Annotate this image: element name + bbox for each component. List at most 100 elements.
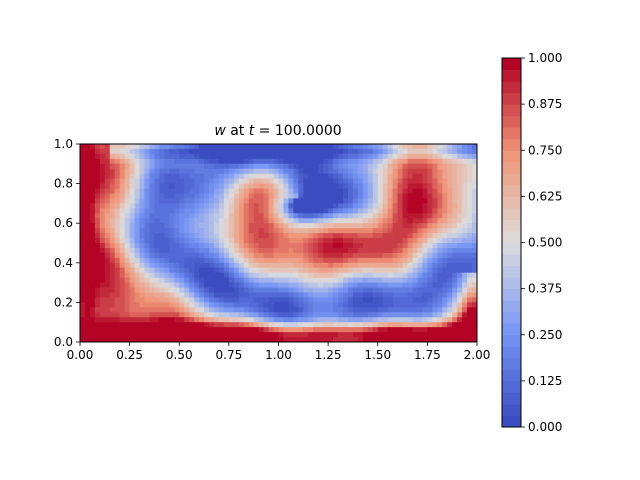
heatmap-cell — [442, 158, 448, 165]
heatmap-cell — [228, 327, 235, 333]
heatmap-cell — [343, 267, 349, 274]
heatmap-cell — [427, 188, 433, 195]
heatmap-cell — [437, 233, 443, 239]
heatmap-cell — [99, 277, 106, 284]
heatmap-cell — [89, 243, 96, 249]
heatmap-cell — [427, 218, 433, 224]
heatmap-cell — [213, 183, 220, 190]
heatmap-cell — [382, 287, 389, 294]
heatmap-cell — [308, 277, 314, 284]
heatmap-cell — [228, 267, 235, 274]
heatmap-cell — [258, 277, 265, 284]
heatmap-cell — [184, 203, 190, 209]
heatmap-cell — [199, 302, 205, 308]
heatmap-cell — [273, 153, 280, 160]
heatmap-cell — [357, 327, 364, 333]
heatmap-cell — [412, 252, 419, 259]
heatmap-cell — [209, 322, 215, 328]
heatmap-cell — [194, 168, 200, 175]
heatmap-cell — [149, 173, 156, 180]
heatmap-cell — [248, 193, 255, 200]
heatmap-cell — [213, 327, 220, 333]
heatmap-cell — [169, 153, 175, 160]
heatmap-cell — [169, 302, 175, 308]
heatmap-cell — [99, 262, 106, 269]
heatmap-cell — [387, 292, 394, 299]
heatmap-cell — [283, 233, 290, 239]
heatmap-cell — [238, 312, 245, 318]
heatmap-cell — [407, 322, 414, 328]
heatmap-cell — [199, 163, 205, 170]
heatmap-cell — [442, 252, 448, 259]
heatmap-cell — [258, 178, 265, 185]
heatmap-cell — [328, 282, 334, 289]
heatmap-cell — [422, 302, 428, 308]
heatmap-cell — [159, 262, 165, 269]
heatmap-cell — [174, 218, 180, 224]
heatmap-cell — [293, 243, 299, 249]
heatmap-cell — [303, 163, 309, 170]
heatmap-cell — [164, 312, 170, 318]
heatmap-cell — [124, 277, 131, 284]
heatmap-cell — [432, 193, 438, 200]
heatmap-cell — [377, 243, 384, 249]
x-tick-label: 1.75 — [414, 348, 441, 362]
heatmap-cell — [452, 168, 458, 175]
heatmap-cell — [104, 228, 111, 234]
heatmap-cell — [144, 247, 151, 254]
heatmap-cell — [94, 188, 101, 195]
heatmap-cell — [233, 228, 240, 234]
heatmap-cell — [293, 238, 299, 244]
heatmap-cell — [298, 198, 304, 204]
heatmap-cell — [328, 327, 334, 333]
heatmap-cell — [223, 228, 230, 234]
heatmap-cell — [417, 228, 424, 234]
heatmap-cell — [462, 193, 468, 200]
heatmap-cell — [159, 208, 165, 214]
heatmap-cell — [318, 302, 324, 308]
heatmap-cell — [164, 188, 170, 195]
heatmap-cell — [387, 228, 394, 234]
heatmap-cell — [243, 183, 250, 190]
heatmap-cell — [119, 272, 126, 279]
heatmap-cell — [283, 218, 290, 224]
heatmap-cell — [233, 312, 240, 318]
heatmap-cell — [84, 262, 91, 269]
heatmap-cell — [169, 327, 175, 333]
heatmap-cell — [417, 302, 424, 308]
heatmap-cell — [313, 238, 319, 244]
heatmap-cell — [154, 282, 160, 289]
heatmap-cell — [164, 337, 170, 342]
heatmap-cell — [387, 144, 394, 150]
heatmap-cell — [99, 228, 106, 234]
heatmap-cell — [352, 337, 359, 342]
colorbar-level — [502, 403, 521, 416]
heatmap-cell — [194, 252, 200, 259]
heatmap-cell — [134, 144, 141, 150]
heatmap-cell — [437, 252, 443, 259]
heatmap-cell — [357, 243, 364, 249]
heatmap-cell — [233, 327, 240, 333]
heatmap-cell — [288, 262, 294, 269]
heatmap-cell — [80, 287, 86, 294]
heatmap-cell — [472, 272, 477, 279]
heatmap-cell — [238, 163, 245, 170]
heatmap-cell — [377, 267, 384, 274]
colorbar-tick-label: 0.875 — [528, 97, 562, 111]
heatmap-cell — [204, 178, 210, 185]
heatmap-cell — [367, 238, 374, 244]
heatmap-cell — [457, 148, 463, 155]
heatmap-cell — [372, 307, 379, 313]
heatmap-cell — [109, 243, 116, 249]
heatmap-cell — [273, 307, 280, 313]
heatmap-cell — [99, 257, 106, 264]
heatmap-cell — [328, 243, 334, 249]
heatmap-cell — [124, 262, 131, 269]
heatmap-cell — [377, 262, 384, 269]
heatmap-cell — [119, 317, 126, 323]
heatmap-cell — [164, 213, 170, 219]
heatmap-cell — [114, 243, 121, 249]
heatmap-cell — [189, 247, 195, 254]
heatmap-cell — [452, 173, 458, 180]
heatmap-cell — [258, 287, 265, 294]
